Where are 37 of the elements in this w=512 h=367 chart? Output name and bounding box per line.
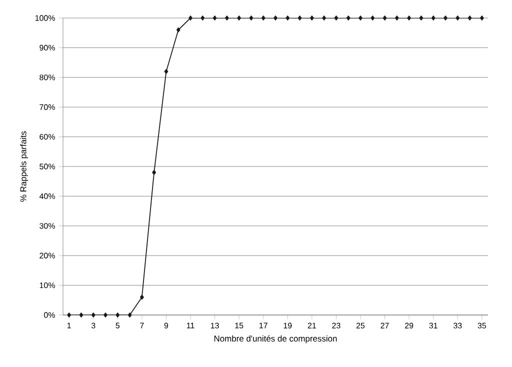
point <box>310 16 314 20</box>
point <box>419 16 424 20</box>
point <box>212 16 217 20</box>
point <box>370 16 375 20</box>
point <box>91 312 96 318</box>
point <box>334 16 338 20</box>
point <box>152 170 156 175</box>
point <box>382 16 387 20</box>
point <box>358 16 362 20</box>
point <box>188 16 192 20</box>
y-axis-title: % Rappels parfaits <box>20 131 28 202</box>
point <box>116 312 120 318</box>
point <box>200 16 205 20</box>
point <box>249 16 254 20</box>
point <box>322 16 326 20</box>
point <box>480 16 484 20</box>
point <box>298 16 302 20</box>
point <box>224 16 229 20</box>
point <box>407 16 412 20</box>
point <box>164 69 168 74</box>
point <box>274 16 278 20</box>
point <box>444 16 448 20</box>
point <box>431 16 436 20</box>
point <box>140 294 144 300</box>
point <box>346 16 350 20</box>
point <box>237 16 242 20</box>
point <box>456 16 460 20</box>
point <box>176 27 180 32</box>
point <box>67 312 72 318</box>
point <box>128 312 132 318</box>
point <box>286 16 290 20</box>
point <box>261 16 266 20</box>
point <box>79 312 84 318</box>
point <box>104 312 108 318</box>
point <box>468 16 472 20</box>
point <box>394 16 399 20</box>
x-axis-title: Nombre d'unités de compression <box>214 335 337 344</box>
